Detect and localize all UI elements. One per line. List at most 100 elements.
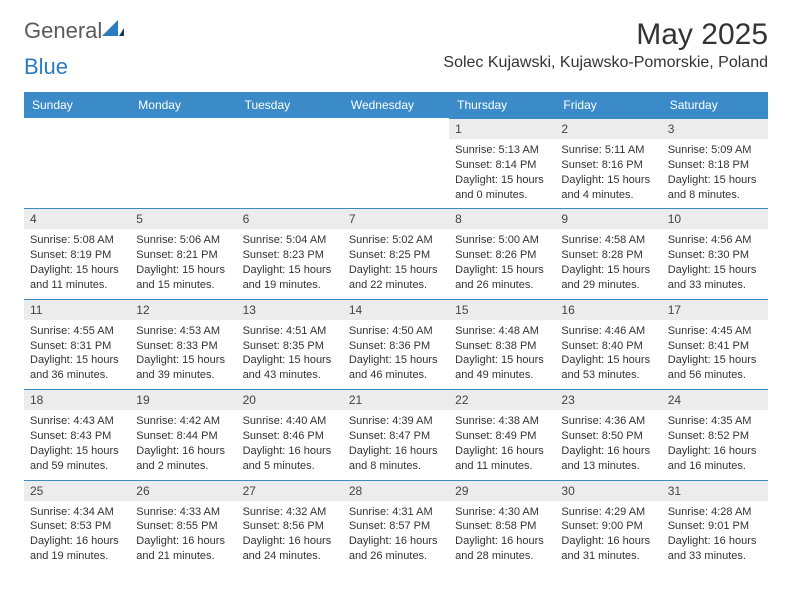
calendar-cell: 8Sunrise: 5:00 AMSunset: 8:26 PMDaylight…: [449, 208, 555, 298]
calendar-cell: 31Sunrise: 4:28 AMSunset: 9:01 PMDayligh…: [662, 480, 768, 570]
calendar-cell: 24Sunrise: 4:35 AMSunset: 8:52 PMDayligh…: [662, 389, 768, 479]
day-number: 8: [449, 209, 555, 229]
calendar-cell: [343, 118, 449, 208]
location-text: Solec Kujawski, Kujawsko-Pomorskie, Pola…: [443, 54, 768, 72]
day-details: Sunrise: 4:58 AMSunset: 8:28 PMDaylight:…: [555, 229, 661, 298]
calendar-cell: 30Sunrise: 4:29 AMSunset: 9:00 PMDayligh…: [555, 480, 661, 570]
calendar-cell: 6Sunrise: 5:04 AMSunset: 8:23 PMDaylight…: [237, 208, 343, 298]
day-of-week-header: Tuesday: [237, 92, 343, 118]
calendar-cell: 1Sunrise: 5:13 AMSunset: 8:14 PMDaylight…: [449, 118, 555, 208]
day-details: Sunrise: 4:32 AMSunset: 8:56 PMDaylight:…: [237, 501, 343, 570]
day-details: Sunrise: 5:11 AMSunset: 8:16 PMDaylight:…: [555, 139, 661, 208]
day-number: 18: [24, 390, 130, 410]
calendar-cell: 26Sunrise: 4:33 AMSunset: 8:55 PMDayligh…: [130, 480, 236, 570]
empty-cell: [130, 118, 236, 176]
day-of-week-header: Wednesday: [343, 92, 449, 118]
day-number: 24: [662, 390, 768, 410]
empty-cell: [237, 118, 343, 176]
day-number: 17: [662, 300, 768, 320]
calendar-cell: 23Sunrise: 4:36 AMSunset: 8:50 PMDayligh…: [555, 389, 661, 479]
calendar-cell: 2Sunrise: 5:11 AMSunset: 8:16 PMDaylight…: [555, 118, 661, 208]
calendar-cell: 9Sunrise: 4:58 AMSunset: 8:28 PMDaylight…: [555, 208, 661, 298]
day-number: 5: [130, 209, 236, 229]
day-details: Sunrise: 4:56 AMSunset: 8:30 PMDaylight:…: [662, 229, 768, 298]
day-details: Sunrise: 4:40 AMSunset: 8:46 PMDaylight:…: [237, 410, 343, 479]
calendar-cell: 4Sunrise: 5:08 AMSunset: 8:19 PMDaylight…: [24, 208, 130, 298]
calendar-cell: 29Sunrise: 4:30 AMSunset: 8:58 PMDayligh…: [449, 480, 555, 570]
day-details: Sunrise: 5:02 AMSunset: 8:25 PMDaylight:…: [343, 229, 449, 298]
day-number: 14: [343, 300, 449, 320]
day-details: Sunrise: 4:36 AMSunset: 8:50 PMDaylight:…: [555, 410, 661, 479]
day-details: Sunrise: 4:29 AMSunset: 9:00 PMDaylight:…: [555, 501, 661, 570]
day-number: 11: [24, 300, 130, 320]
day-details: Sunrise: 4:55 AMSunset: 8:31 PMDaylight:…: [24, 320, 130, 389]
calendar-cell: 7Sunrise: 5:02 AMSunset: 8:25 PMDaylight…: [343, 208, 449, 298]
day-details: Sunrise: 4:35 AMSunset: 8:52 PMDaylight:…: [662, 410, 768, 479]
day-number: 22: [449, 390, 555, 410]
calendar-cell: 5Sunrise: 5:06 AMSunset: 8:21 PMDaylight…: [130, 208, 236, 298]
day-of-week-header: Friday: [555, 92, 661, 118]
day-number: 19: [130, 390, 236, 410]
calendar-cell: [24, 118, 130, 208]
day-of-week-header: Sunday: [24, 92, 130, 118]
day-number: 23: [555, 390, 661, 410]
day-details: Sunrise: 4:43 AMSunset: 8:43 PMDaylight:…: [24, 410, 130, 479]
calendar-cell: 25Sunrise: 4:34 AMSunset: 8:53 PMDayligh…: [24, 480, 130, 570]
calendar-cell: 21Sunrise: 4:39 AMSunset: 8:47 PMDayligh…: [343, 389, 449, 479]
day-details: Sunrise: 4:45 AMSunset: 8:41 PMDaylight:…: [662, 320, 768, 389]
logo-text-general: General: [24, 18, 102, 44]
calendar-cell: 14Sunrise: 4:50 AMSunset: 8:36 PMDayligh…: [343, 299, 449, 389]
calendar-cell: 18Sunrise: 4:43 AMSunset: 8:43 PMDayligh…: [24, 389, 130, 479]
logo-text-blue: Blue: [24, 54, 68, 80]
day-number: 3: [662, 119, 768, 139]
calendar-cell: 22Sunrise: 4:38 AMSunset: 8:49 PMDayligh…: [449, 389, 555, 479]
day-number: 1: [449, 119, 555, 139]
month-title: May 2025: [443, 18, 768, 52]
day-number: 2: [555, 119, 661, 139]
day-number: 15: [449, 300, 555, 320]
logo: General: [24, 18, 126, 44]
calendar-cell: 10Sunrise: 4:56 AMSunset: 8:30 PMDayligh…: [662, 208, 768, 298]
logo-sail-icon: [102, 18, 124, 44]
day-details: Sunrise: 4:28 AMSunset: 9:01 PMDaylight:…: [662, 501, 768, 570]
day-number: 9: [555, 209, 661, 229]
calendar-cell: 19Sunrise: 4:42 AMSunset: 8:44 PMDayligh…: [130, 389, 236, 479]
day-number: 31: [662, 481, 768, 501]
calendar-grid: SundayMondayTuesdayWednesdayThursdayFrid…: [24, 92, 768, 570]
calendar-cell: 16Sunrise: 4:46 AMSunset: 8:40 PMDayligh…: [555, 299, 661, 389]
day-of-week-header: Thursday: [449, 92, 555, 118]
day-details: Sunrise: 4:51 AMSunset: 8:35 PMDaylight:…: [237, 320, 343, 389]
day-of-week-header: Saturday: [662, 92, 768, 118]
calendar-cell: 27Sunrise: 4:32 AMSunset: 8:56 PMDayligh…: [237, 480, 343, 570]
day-details: Sunrise: 4:31 AMSunset: 8:57 PMDaylight:…: [343, 501, 449, 570]
day-details: Sunrise: 5:09 AMSunset: 8:18 PMDaylight:…: [662, 139, 768, 208]
day-number: 26: [130, 481, 236, 501]
day-number: 20: [237, 390, 343, 410]
day-number: 16: [555, 300, 661, 320]
day-details: Sunrise: 4:42 AMSunset: 8:44 PMDaylight:…: [130, 410, 236, 479]
calendar-cell: 15Sunrise: 4:48 AMSunset: 8:38 PMDayligh…: [449, 299, 555, 389]
day-details: Sunrise: 5:00 AMSunset: 8:26 PMDaylight:…: [449, 229, 555, 298]
day-of-week-header: Monday: [130, 92, 236, 118]
calendar-cell: 11Sunrise: 4:55 AMSunset: 8:31 PMDayligh…: [24, 299, 130, 389]
day-number: 10: [662, 209, 768, 229]
day-number: 4: [24, 209, 130, 229]
day-details: Sunrise: 5:04 AMSunset: 8:23 PMDaylight:…: [237, 229, 343, 298]
day-details: Sunrise: 4:48 AMSunset: 8:38 PMDaylight:…: [449, 320, 555, 389]
day-details: Sunrise: 4:33 AMSunset: 8:55 PMDaylight:…: [130, 501, 236, 570]
title-block: May 2025 Solec Kujawski, Kujawsko-Pomors…: [443, 18, 768, 72]
day-number: 25: [24, 481, 130, 501]
day-details: Sunrise: 5:06 AMSunset: 8:21 PMDaylight:…: [130, 229, 236, 298]
calendar-cell: 20Sunrise: 4:40 AMSunset: 8:46 PMDayligh…: [237, 389, 343, 479]
day-details: Sunrise: 4:50 AMSunset: 8:36 PMDaylight:…: [343, 320, 449, 389]
calendar-cell: 12Sunrise: 4:53 AMSunset: 8:33 PMDayligh…: [130, 299, 236, 389]
calendar-cell: 17Sunrise: 4:45 AMSunset: 8:41 PMDayligh…: [662, 299, 768, 389]
calendar-cell: 13Sunrise: 4:51 AMSunset: 8:35 PMDayligh…: [237, 299, 343, 389]
calendar-cell: [130, 118, 236, 208]
day-number: 6: [237, 209, 343, 229]
day-details: Sunrise: 4:38 AMSunset: 8:49 PMDaylight:…: [449, 410, 555, 479]
day-number: 21: [343, 390, 449, 410]
day-details: Sunrise: 4:34 AMSunset: 8:53 PMDaylight:…: [24, 501, 130, 570]
day-number: 13: [237, 300, 343, 320]
day-number: 12: [130, 300, 236, 320]
